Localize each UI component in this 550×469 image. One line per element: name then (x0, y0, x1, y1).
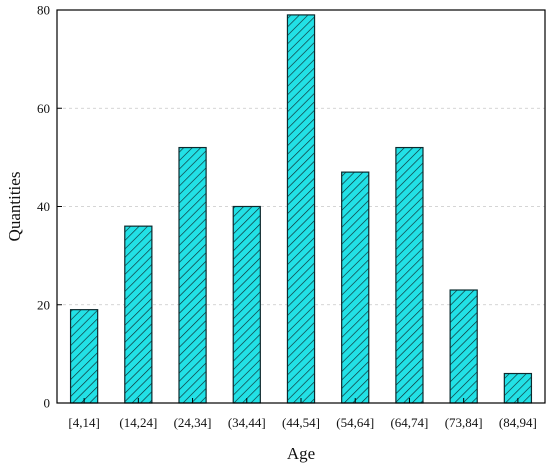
x-tick-label: (14,24] (119, 415, 157, 430)
x-tick-label: [4,14] (68, 415, 99, 430)
y-tick-label: 60 (37, 101, 50, 116)
y-axis-title: Quantities (5, 172, 24, 242)
x-tick-label: (84,94] (499, 415, 537, 430)
bars (69, 14, 533, 404)
x-tick-label: (64,74] (390, 415, 428, 430)
x-axis-title: Age (287, 444, 315, 463)
bar (395, 146, 424, 404)
x-tick-label: (54,64] (336, 415, 374, 430)
x-tick-label: (24,34] (174, 415, 212, 430)
bar (341, 171, 370, 404)
y-tick-label: 40 (37, 199, 50, 214)
bar (232, 205, 261, 404)
x-tick-label: (44,54] (282, 415, 320, 430)
bar (69, 309, 99, 404)
x-tick-label: (73,84] (445, 415, 483, 430)
x-tick-label: (34,44] (228, 415, 266, 430)
y-axis-ticks: 0 20 40 60 80 (37, 3, 62, 411)
y-tick-label: 0 (44, 396, 51, 411)
y-tick-label: 80 (37, 3, 50, 18)
x-axis-ticks: [4,14] (14,24] (24,34] (34,44] (44,54] (54,64… (68, 398, 537, 430)
bar (449, 289, 478, 404)
bar (178, 146, 207, 404)
y-tick-label: 20 (37, 297, 50, 312)
bar (286, 14, 316, 404)
bar (124, 225, 153, 404)
